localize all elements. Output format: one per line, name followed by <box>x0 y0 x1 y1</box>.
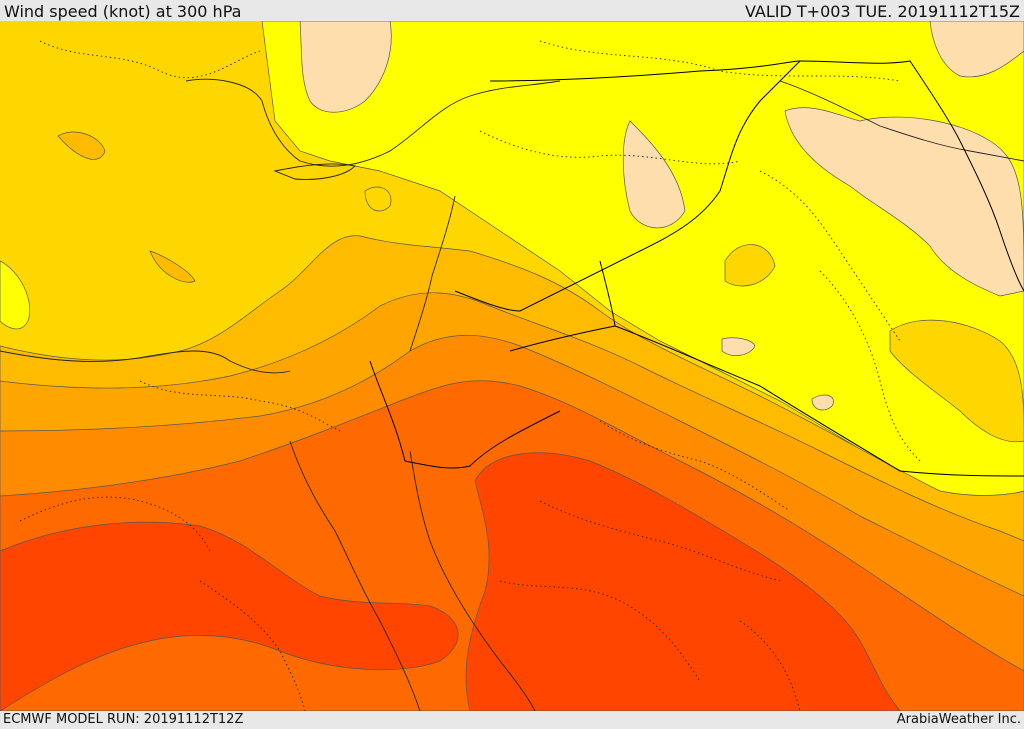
border-line-1 <box>369 360 406 462</box>
coastline-cyprus <box>273 163 356 180</box>
band-gold-patch-1 <box>724 244 776 287</box>
band-lightest-2 <box>929 21 1024 78</box>
border-line-6 <box>489 60 961 142</box>
map-title: Wind speed (knot) at 300 hPa <box>4 2 242 21</box>
band-yellow-west <box>0 260 30 330</box>
admin-border-10 <box>599 420 791 512</box>
border-line-2 <box>404 410 561 469</box>
admin-border-2 <box>479 130 741 165</box>
valid-time-label: VALID T+003 TUE. 20191112T15Z <box>744 2 1020 21</box>
footer-bar <box>0 711 1024 729</box>
admin-border-8 <box>759 170 901 342</box>
admin-border-4 <box>139 380 341 432</box>
band-lightest-6 <box>811 394 834 411</box>
border-line-7 <box>959 140 1024 292</box>
coastline-red-sea-east <box>409 450 536 711</box>
band-lightest-4 <box>622 120 686 229</box>
admin-border-9 <box>819 270 921 462</box>
band-red-west <box>0 521 459 711</box>
admin-border-3 <box>539 40 901 82</box>
admin-border-5 <box>19 496 211 552</box>
band-lightest-1 <box>299 21 392 113</box>
band-gold-patch-3 <box>364 186 392 212</box>
border-line-3 <box>509 325 1024 477</box>
coastline-gulf <box>779 80 1024 162</box>
band-lightest-5 <box>721 337 756 356</box>
band-red-east <box>465 452 901 711</box>
band-amber-patch-2 <box>149 250 196 283</box>
admin-border-7 <box>499 580 701 682</box>
model-run-label: ECMWF MODEL RUN: 20191112T12Z <box>3 712 244 727</box>
border-line-5 <box>454 60 801 312</box>
coastline-egypt <box>0 350 291 374</box>
admin-border-1 <box>39 40 261 79</box>
wind-speed-map <box>0 21 1024 711</box>
coastline-red-sea-west <box>289 440 421 711</box>
header-bar <box>0 0 1024 21</box>
credit-label: ArabiaWeather Inc. <box>896 712 1021 727</box>
coastline-levant <box>409 195 456 352</box>
admin-border-6 <box>539 500 781 582</box>
band-amber-patch-1 <box>57 131 106 160</box>
border-line-4 <box>599 260 616 327</box>
